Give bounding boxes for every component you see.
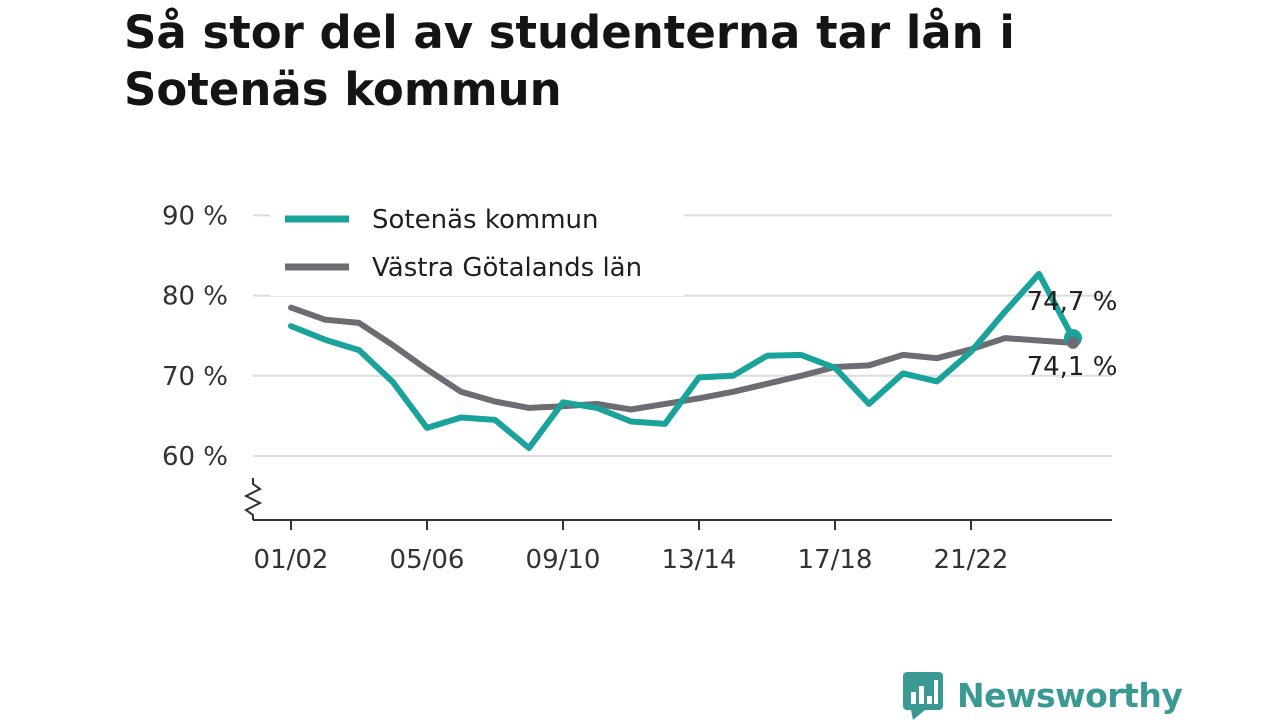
legend-label: Västra Götalands län <box>372 253 642 283</box>
legend-background <box>270 192 684 296</box>
y-tick-label: 60 % <box>162 442 228 472</box>
x-tick-label: 13/14 <box>662 545 737 575</box>
x-tick-label: 21/22 <box>934 545 1009 575</box>
page-title: Så stor del av studenterna tar lån i Sot… <box>124 6 1015 116</box>
brand-name: Newsworthy <box>957 675 1183 715</box>
y-tick-label: 70 % <box>162 362 228 392</box>
end-label: 74,7 % <box>1027 287 1118 317</box>
series-line-vastra-gotaland <box>288 304 1076 413</box>
y-tick-label: 80 % <box>162 282 228 312</box>
axes: 60 % 70 % 80 % 90 % 01/02 05/06 09/10 13/14 17/1… <box>162 201 1112 575</box>
x-tick-label: 09/10 <box>526 545 601 575</box>
newsworthy-logo-icon <box>903 672 943 720</box>
legend: Sotenäs kommun Västra Götalands län <box>270 192 684 296</box>
x-tick-label: 17/18 <box>798 545 873 575</box>
series-lines <box>288 270 1082 451</box>
end-label: 74,1 % <box>1027 352 1118 382</box>
legend-label: Sotenäs kommun <box>372 205 598 235</box>
y-tick-label: 90 % <box>162 201 228 231</box>
y-axis-break-icon <box>243 478 263 520</box>
series-line-sotenas <box>288 270 1076 451</box>
end-labels: 74,7 % 74,1 % <box>1027 287 1118 382</box>
x-tick-label: 05/06 <box>390 545 465 575</box>
end-point <box>1067 336 1079 349</box>
x-tick-label: 01/02 <box>254 545 329 575</box>
brand: Newsworthy <box>903 670 1183 720</box>
